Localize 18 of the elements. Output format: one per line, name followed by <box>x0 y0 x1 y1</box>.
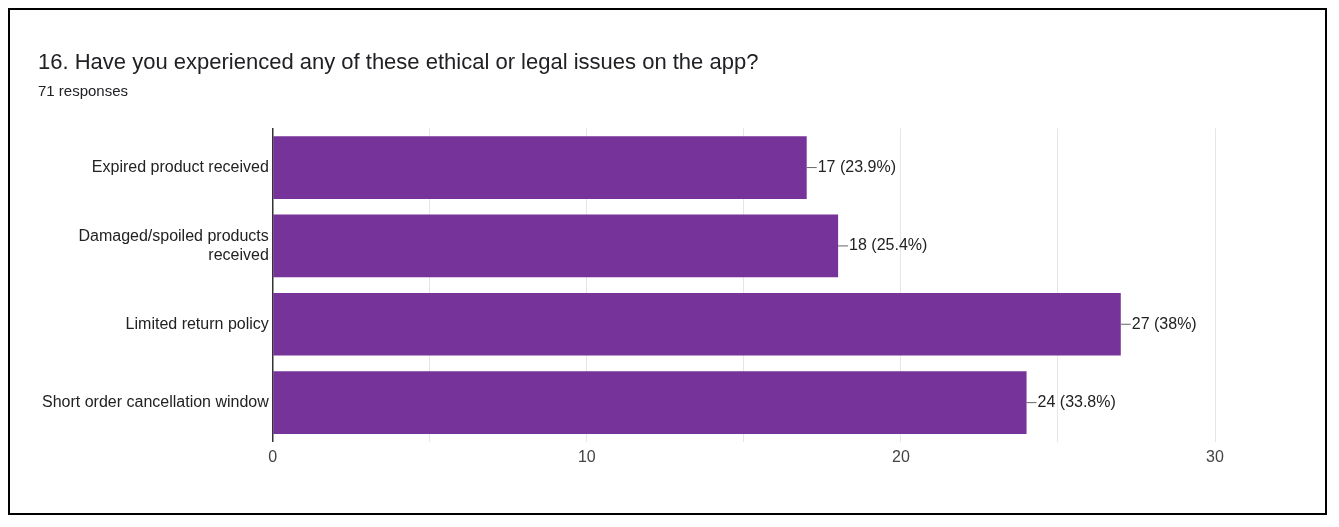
y-tick-label: Limited return policy <box>125 314 269 332</box>
x-tick-label: 0 <box>268 447 278 465</box>
x-tick-label: 10 <box>577 447 596 465</box>
data-label: 27 (38%) <box>1131 314 1197 332</box>
text: 71 responses <box>38 81 129 99</box>
y-tick-label: Expired product received <box>91 157 269 175</box>
bar <box>273 371 1027 434</box>
data-label: 24 (33.8%) <box>1037 393 1116 411</box>
x-tick-label: 20 <box>892 447 910 465</box>
bar <box>273 214 839 278</box>
chart-title: 16. Have you experienced any of these ethical or legal issues on the app? <box>38 49 759 75</box>
x-tick-label: 30 <box>1206 447 1224 465</box>
data-label: 18 (25.4%) <box>849 236 928 254</box>
bar <box>273 292 1121 356</box>
bar <box>273 136 807 199</box>
y-tick-label: Short order cancellation window <box>41 393 270 411</box>
data-label: 17 (23.9%) <box>817 157 896 175</box>
y-tick-label: Damaged/spoiled products received <box>78 226 269 263</box>
